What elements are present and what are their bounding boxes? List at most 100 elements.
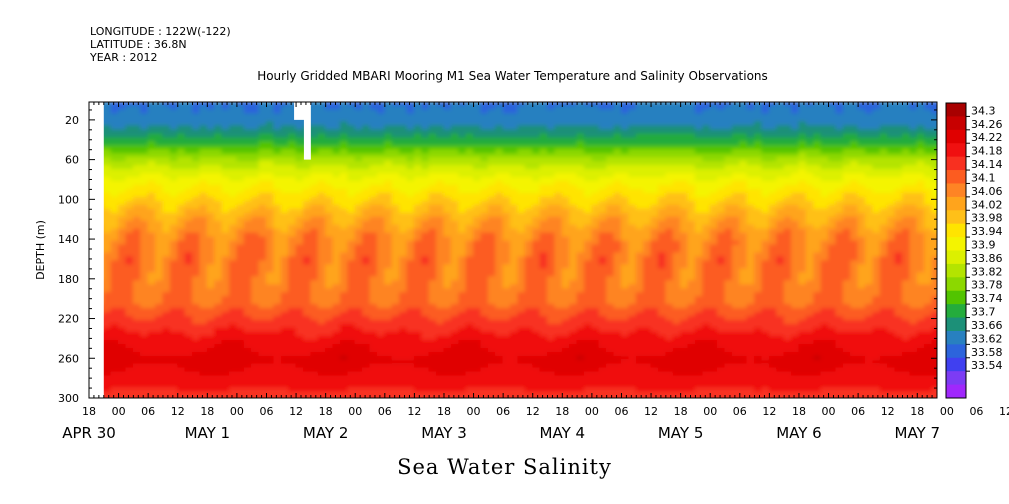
heatmap-cell [539,121,549,127]
heatmap-cell [347,339,356,345]
heatmap-cell [110,268,120,274]
heatmap-cell [413,125,423,131]
heatmap-cell [288,383,297,389]
heatmap-cell [325,264,334,270]
heatmap-cell [384,141,393,147]
heatmap-cell [110,359,120,365]
heatmap-cell [184,284,194,290]
heatmap-cell [339,331,349,337]
heatmap-cell [458,292,467,298]
heatmap-cell [369,153,378,159]
heatmap-cell [103,264,112,270]
heatmap-cell [280,304,290,310]
heatmap-cell [325,224,334,230]
heatmap-cell [569,204,578,210]
heatmap-cell [443,113,452,119]
heatmap-cell [502,316,512,322]
heatmap-cell [265,192,275,198]
heatmap-cell [221,141,231,147]
heatmap-cell [332,173,341,178]
heatmap-cell [214,121,223,127]
heatmap-cell [487,236,497,242]
heatmap-cell [280,204,290,210]
heatmap-cell [118,153,127,159]
heatmap-cell [436,149,445,155]
heatmap-cell [532,304,541,310]
heatmap-cell [502,395,512,398]
heatmap-cell [155,323,164,329]
heatmap-cell [155,363,164,369]
heatmap-cell [554,216,563,222]
heatmap-cell [206,228,216,234]
heatmap-cell [192,355,201,361]
heatmap-cell [177,335,186,341]
heatmap-cell [480,387,489,393]
heatmap-cell [532,157,541,163]
heatmap-cell [510,188,519,194]
heatmap-cell [110,371,120,377]
heatmap-cell [103,192,112,198]
heatmap-cell [280,180,290,186]
heatmap-cell [118,367,127,373]
heatmap-cell [132,327,142,333]
heatmap-cell [206,200,216,206]
heatmap-cell [554,141,563,147]
heatmap-cell [561,105,571,111]
heatmap-cell [458,141,467,147]
heatmap-cell [407,399,415,404]
heatmap-cell [288,379,297,385]
heatmap-cell [428,109,438,115]
heatmap-cell [465,157,475,163]
heatmap-cell [251,331,260,337]
heatmap-cell [325,137,334,143]
heatmap-cell [510,184,519,190]
heatmap-cell [236,102,245,107]
heatmap-cell [384,252,393,258]
heatmap-cell [236,335,245,341]
heatmap-cell [428,212,438,218]
heatmap-cell [103,335,112,341]
heatmap-cell [206,153,216,159]
heatmap-cell [384,113,393,119]
heatmap-cell [465,371,475,377]
heatmap-cell [288,292,297,298]
heatmap-cell [288,121,297,127]
heatmap-cell [480,240,489,246]
heatmap-cell [428,383,438,389]
heatmap-cell [273,125,282,131]
heatmap-cell [524,149,534,155]
heatmap-cell [436,165,445,171]
heatmap-cell [539,347,549,353]
heatmap-cell [413,331,423,337]
heatmap-cell [495,256,504,262]
heatmap-cell [561,252,571,258]
heatmap-cell [332,327,341,333]
heatmap-cell [502,343,512,349]
heatmap-cell [443,184,452,190]
heatmap-cell [251,320,260,325]
heatmap-cell [221,173,231,178]
heatmap-cell [243,236,253,242]
heatmap-cell [243,347,253,353]
heatmap-cell [413,220,423,226]
heatmap-cell [561,268,571,274]
heatmap-cell [132,121,142,127]
heatmap-cell [399,320,408,325]
heatmap-cell [332,300,341,306]
heatmap-cell [569,308,578,314]
heatmap-cell [302,391,312,397]
heatmap-cell [310,248,319,254]
heatmap-cell [162,129,171,135]
heatmap-cell [480,129,489,135]
heatmap-cell [406,165,415,171]
heatmap-cell [125,165,134,171]
heatmap-cell [428,268,438,274]
heatmap-cell [177,272,186,278]
heatmap-cell [458,399,466,404]
heatmap-cell [480,165,489,171]
heatmap-cell [539,204,549,210]
heatmap-cell [413,216,423,222]
heatmap-cell [391,228,401,234]
heatmap-cell [258,157,267,163]
heatmap-cell [332,367,341,373]
